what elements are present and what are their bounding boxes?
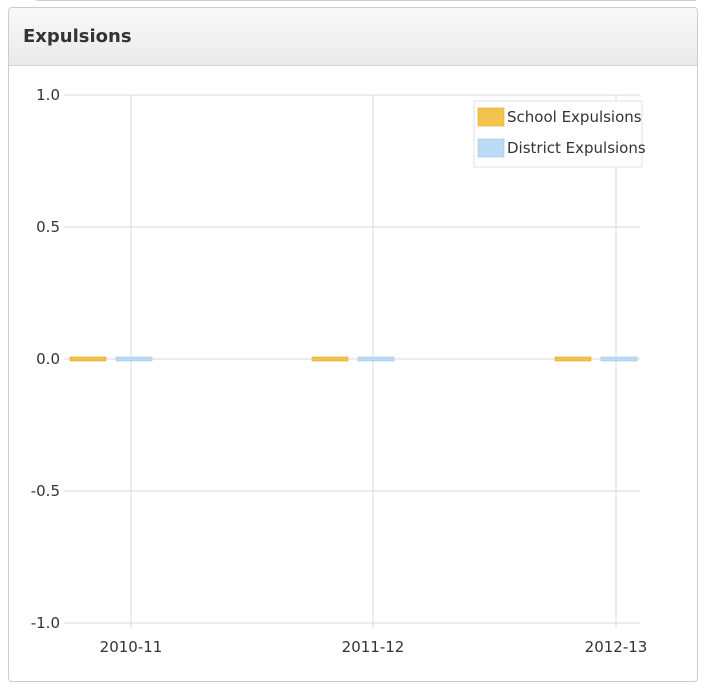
bar[interactable] — [115, 356, 153, 362]
y-tick-label: 1.0 — [36, 86, 60, 104]
legend-label[interactable]: District Expulsions — [507, 139, 646, 157]
bar[interactable] — [554, 356, 592, 362]
x-axis-ticks: 2010-11 2011-12 2012-13 — [100, 638, 648, 656]
x-tick-label: 2011-12 — [342, 638, 405, 656]
bar[interactable] — [357, 356, 395, 362]
panel-header: Expulsions — [9, 8, 697, 66]
legend-swatch[interactable] — [477, 107, 505, 127]
y-tick-label: 0.5 — [36, 218, 60, 236]
y-axis-ticks: 1.0 0.5 0.0 -0.5 -1.0 — [31, 86, 60, 632]
legend-label[interactable]: School Expulsions — [507, 108, 642, 126]
grid — [64, 94, 640, 628]
top-border-line — [36, 0, 696, 4]
bar[interactable] — [600, 356, 638, 362]
y-tick-label: 0.0 — [36, 350, 60, 368]
bar[interactable] — [69, 356, 107, 362]
y-tick-label: -1.0 — [31, 614, 60, 632]
x-tick-label: 2010-11 — [100, 638, 163, 656]
x-tick-label: 2012-13 — [585, 638, 648, 656]
bars — [69, 356, 638, 362]
y-tick-label: -0.5 — [31, 482, 60, 500]
bar[interactable] — [311, 356, 349, 362]
panel-title: Expulsions — [23, 26, 132, 47]
legend-swatch[interactable] — [477, 138, 505, 158]
legend[interactable]: School Expulsions District Expulsions — [473, 100, 646, 168]
